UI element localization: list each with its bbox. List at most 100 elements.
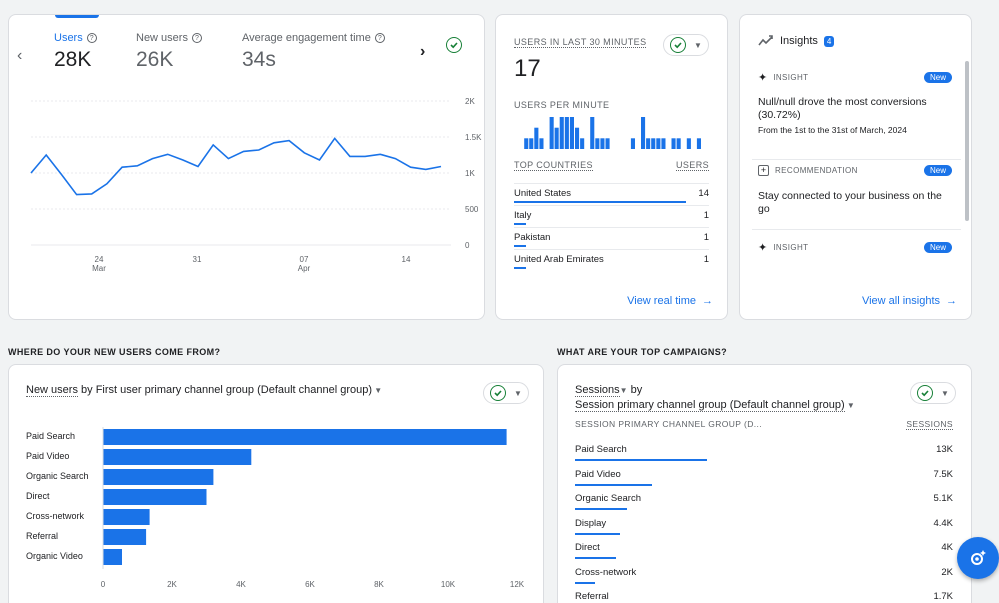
metric-new-users[interactable]: New users? 26K xyxy=(136,32,202,72)
channel-bar[interactable] xyxy=(103,509,150,525)
x-tick-label: 0 xyxy=(101,580,106,589)
campaign-row[interactable]: Display 4.4K xyxy=(575,513,953,536)
minute-bar xyxy=(529,138,534,149)
x-tick-label: 8K xyxy=(374,580,384,589)
metric-users[interactable]: Users? 28K xyxy=(54,32,97,72)
channel-name: Paid Video xyxy=(575,468,621,480)
sessions-share-bar xyxy=(575,483,652,486)
country-name: United Arab Emirates xyxy=(514,254,604,265)
campaign-row[interactable]: Paid Search 13K xyxy=(575,439,953,462)
sessions-share-bar xyxy=(575,532,620,535)
by-label: by xyxy=(627,384,643,396)
channel-bar[interactable] xyxy=(103,449,252,465)
link-label: View all insights xyxy=(861,295,940,307)
sessions-value: 4K xyxy=(941,542,953,553)
help-icon[interactable]: ? xyxy=(86,33,97,43)
country-row[interactable]: Pakistan 1 xyxy=(514,227,709,247)
minute-bar xyxy=(534,127,539,149)
realtime-card: USERS IN LAST 30 MINUTES ▼ 17 USERS PER … xyxy=(495,14,728,320)
minute-bar xyxy=(630,138,635,149)
campaigns-section-heading: WHAT ARE YOUR TOP CAMPAIGNS? xyxy=(557,347,728,357)
caret-down-icon[interactable]: ▼ xyxy=(372,386,383,395)
sessions-value: 2K xyxy=(941,566,953,578)
help-icon[interactable]: ? xyxy=(374,33,385,43)
new-users-quality-dropdown[interactable]: ▼ xyxy=(483,382,529,404)
insights-title: Insights xyxy=(780,35,818,47)
country-share-bar xyxy=(514,267,526,269)
divider xyxy=(752,159,961,160)
caret-down-icon: ▼ xyxy=(514,388,522,398)
insight-kind: INSIGHT xyxy=(773,73,809,82)
data-quality-check-icon[interactable] xyxy=(446,37,462,53)
caret-down-icon: ▼ xyxy=(694,40,702,50)
metric-engagement-time[interactable]: Average engagement time? 34s xyxy=(242,32,385,72)
country-share-bar xyxy=(514,223,526,225)
recommendation-item[interactable]: + RECOMMENDATION New Stay connected to you… xyxy=(758,165,952,216)
channel-bar[interactable] xyxy=(103,469,214,485)
campaign-row[interactable]: Organic Search 5.1K xyxy=(575,488,953,511)
help-icon[interactable]: ? xyxy=(191,33,202,43)
channel-name: Direct xyxy=(575,542,600,553)
insight-title: Stay connected to your business on the g… xyxy=(758,190,942,215)
prev-arrow-icon[interactable]: ‹ xyxy=(17,47,23,64)
insights-scrollbar[interactable] xyxy=(965,61,969,221)
country-row[interactable]: United States 14 xyxy=(514,183,709,203)
campaign-row[interactable]: Direct 4K xyxy=(575,537,953,560)
campaign-row[interactable]: Cross-network 2K xyxy=(575,562,953,585)
dimension-label: by First user primary channel group (Def… xyxy=(77,384,373,396)
minute-bar xyxy=(549,117,554,149)
sessions-share-bar xyxy=(575,508,627,510)
x-tick-month: Mar xyxy=(92,264,106,273)
sessions-col-header: SESSIONS xyxy=(906,419,953,430)
insight-item[interactable]: ✦ INSIGHT New Null/null drove the most con… xyxy=(758,71,952,135)
realtime-quality-dropdown[interactable]: ▼ xyxy=(663,34,709,56)
per-minute-label: USERS PER MINUTE xyxy=(514,100,610,110)
country-share-bar xyxy=(514,245,526,247)
minute-bar xyxy=(661,138,666,149)
caret-down-icon[interactable]: ▼ xyxy=(844,401,855,410)
realtime-users-value: 17 xyxy=(514,55,541,82)
metric-selector[interactable]: Sessions xyxy=(575,384,620,397)
country-users: 14 xyxy=(698,188,709,199)
campaigns-quality-dropdown[interactable]: ▼ xyxy=(910,382,956,404)
dimension-selector[interactable]: Session primary channel group (Default c… xyxy=(575,399,845,412)
channel-name: Cross-network xyxy=(575,566,637,578)
caret-down-icon[interactable]: ▼ xyxy=(619,386,628,395)
floating-settings-button[interactable] xyxy=(957,537,999,579)
channel-bar[interactable] xyxy=(103,529,147,545)
channel-bar[interactable] xyxy=(103,429,507,445)
channel-bar[interactable] xyxy=(103,489,207,505)
users-overview-card: ‹ Users? 28K New users? 26K Average enga… xyxy=(8,14,485,320)
new-users-card-title[interactable]: New users by First user primary channel … xyxy=(26,384,383,397)
view-realtime-link[interactable]: View real time → xyxy=(627,295,713,307)
metric-selector[interactable]: New users xyxy=(26,384,78,397)
minute-bar xyxy=(600,138,605,149)
campaign-row[interactable]: Referral 1.7K xyxy=(575,586,953,603)
campaigns-card-title[interactable]: Sessions▼ by Session primary channel gro… xyxy=(575,383,855,413)
channel-name: Referral xyxy=(575,591,609,602)
selected-tab-indicator xyxy=(55,15,99,18)
category-label: Paid Search xyxy=(26,431,75,441)
country-name: Italy xyxy=(514,210,532,221)
x-tick-label: 10K xyxy=(441,580,456,589)
x-tick-label: 2K xyxy=(167,580,177,589)
sessions-value: 4.4K xyxy=(933,517,953,529)
minute-bar xyxy=(671,138,676,149)
x-tick-day: 07 xyxy=(300,255,309,264)
x-tick-label: 6K xyxy=(305,580,315,589)
view-all-insights-link[interactable]: View all insights → xyxy=(862,295,957,307)
insight-kind: RECOMMENDATION xyxy=(775,166,858,175)
check-icon xyxy=(670,37,686,53)
insights-trend-icon xyxy=(758,35,773,46)
next-arrow-icon[interactable]: › xyxy=(420,43,426,60)
channel-bar[interactable] xyxy=(103,549,122,565)
x-tick-label: 12K xyxy=(510,580,525,589)
channel-name: Paid Search xyxy=(575,444,627,455)
insight-item[interactable]: ✦ INSIGHT New xyxy=(758,241,952,254)
new-badge: New xyxy=(923,242,952,253)
country-row[interactable]: United Arab Emirates 1 xyxy=(514,249,709,269)
sparkle-icon: ✦ xyxy=(758,72,768,84)
country-row[interactable]: Italy 1 xyxy=(514,205,709,225)
campaign-row[interactable]: Paid Video 7.5K xyxy=(575,464,953,487)
sessions-value: 5.1K xyxy=(933,493,953,504)
